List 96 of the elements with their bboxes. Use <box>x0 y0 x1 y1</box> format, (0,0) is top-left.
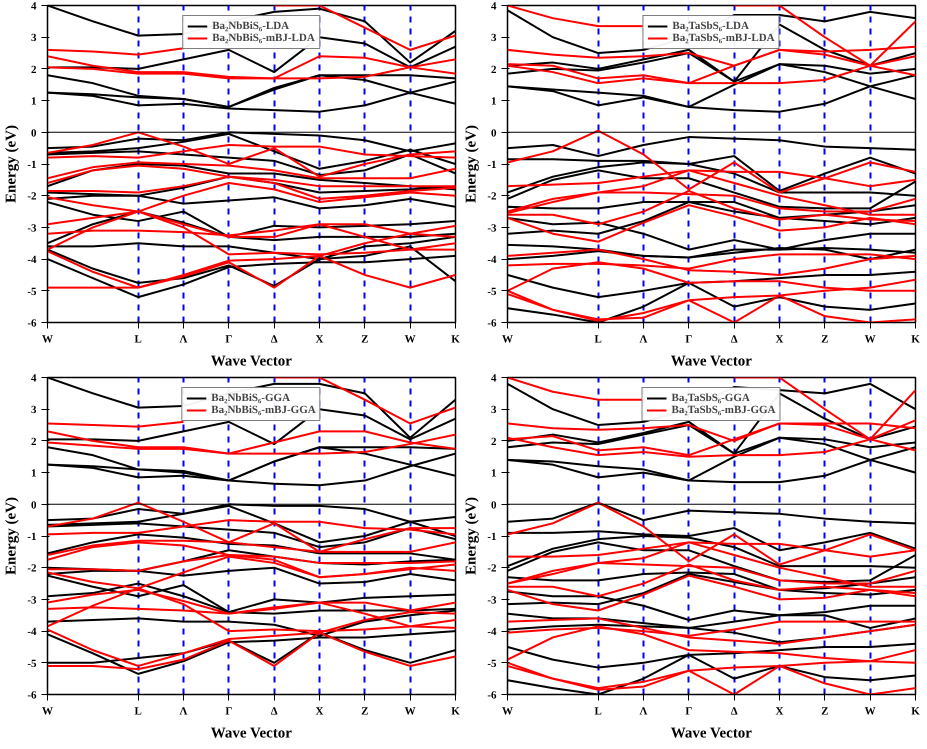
x-tick-label: W <box>502 334 513 346</box>
y-tick-label: -6 <box>27 318 37 330</box>
y-axis-title: Energy (eV) <box>463 497 480 575</box>
y-tick-label: 4 <box>491 372 497 384</box>
x-tick-label: Δ <box>730 334 738 346</box>
y-axis-title: Energy (eV) <box>3 125 20 203</box>
y-tick-label: 4 <box>31 372 37 384</box>
y-tick-label: -3 <box>487 222 497 234</box>
y-tick-label: -6 <box>487 318 497 330</box>
y-tick-label: -2 <box>27 190 37 203</box>
x-tick-label: L <box>134 334 142 346</box>
y-tick-label: -5 <box>487 286 497 298</box>
y-tick-label: 0 <box>491 127 497 140</box>
y-tick-label: -6 <box>27 690 37 702</box>
y-tick-label: -1 <box>27 531 37 543</box>
x-tick-label: W <box>864 706 876 718</box>
legend-label: Ba₂TaSbS₆-mBJ-GGA <box>672 404 776 416</box>
y-tick-label: -5 <box>27 658 37 670</box>
x-tick-label: X <box>316 334 324 346</box>
x-tick-label: W <box>42 706 53 718</box>
y-axis-title: Energy (eV) <box>3 497 20 575</box>
legend-label: Ba₂TaSbS₆-mBJ-LDA <box>672 32 775 44</box>
x-tick-label: K <box>451 334 460 346</box>
y-tick-label: -3 <box>27 594 37 606</box>
x-tick-label: K <box>451 706 460 718</box>
x-tick-label: X <box>776 334 784 346</box>
legend-label: Ba₂NbBiS₆-mBJ-LDA <box>212 32 315 44</box>
x-tick-label: W <box>502 706 513 718</box>
y-tick-label: -5 <box>487 658 497 670</box>
x-tick-label: Z <box>821 706 829 718</box>
x-tick-label: L <box>594 334 602 346</box>
x-axis-title: Wave Vector <box>670 354 752 370</box>
legend-label: Ba₂NbBiS₆-GGA <box>211 392 290 404</box>
x-tick-label: Γ <box>225 334 232 346</box>
y-tick-label: -3 <box>27 222 37 234</box>
x-tick-label: Λ <box>180 334 188 346</box>
x-tick-label: Λ <box>640 706 648 718</box>
x-tick-label: Δ <box>270 706 278 718</box>
y-tick-label: -6 <box>487 690 497 702</box>
y-tick-label: -1 <box>27 159 37 171</box>
x-tick-label: W <box>404 706 416 718</box>
y-tick-label: 4 <box>491 0 497 12</box>
x-tick-label: Γ <box>685 334 692 346</box>
y-tick-label: 3 <box>491 32 497 44</box>
x-axis-title: Wave Vector <box>210 726 292 742</box>
y-tick-label: 2 <box>31 64 37 76</box>
x-tick-label: W <box>404 334 416 346</box>
legend-label: Ba₂NbBiS₆-LDA <box>212 20 290 32</box>
x-tick-label: K <box>911 334 920 346</box>
y-tick-label: 0 <box>31 127 37 140</box>
y-tick-label: 4 <box>31 0 37 12</box>
y-tick-label: 3 <box>491 404 497 416</box>
y-tick-label: -4 <box>27 254 37 266</box>
x-axis-title: Wave Vector <box>670 726 752 742</box>
x-axis-title: Wave Vector <box>210 354 292 370</box>
x-tick-label: Λ <box>640 334 648 346</box>
x-tick-label: Γ <box>225 706 232 718</box>
y-tick-label: -3 <box>487 594 497 606</box>
y-tick-label: -1 <box>487 531 497 543</box>
y-tick-label: -2 <box>487 562 497 575</box>
y-tick-label: -1 <box>487 159 497 171</box>
legend-label: Ba₂NbBiS₆-mBJ-GGA <box>211 404 316 416</box>
x-tick-label: L <box>594 706 602 718</box>
y-tick-label: 1 <box>491 468 496 480</box>
y-axis-title: Energy (eV) <box>463 125 480 203</box>
x-tick-label: W <box>864 334 876 346</box>
x-tick-label: Z <box>821 334 829 346</box>
x-tick-label: Δ <box>270 334 278 346</box>
y-tick-label: 1 <box>31 96 36 108</box>
y-tick-label: 1 <box>31 468 36 480</box>
y-tick-label: -2 <box>27 562 37 575</box>
legend-label: Ba₂TaSbS₆-LDA <box>672 20 749 32</box>
y-tick-label: 3 <box>31 404 37 416</box>
y-tick-label: 2 <box>491 436 497 448</box>
x-tick-label: W <box>42 334 53 346</box>
legend-label: Ba₂TaSbS₆-GGA <box>672 392 750 404</box>
x-tick-label: Δ <box>730 706 738 718</box>
x-tick-label: Z <box>361 334 369 346</box>
x-tick-label: K <box>911 706 920 718</box>
x-tick-label: X <box>316 706 324 718</box>
x-tick-label: L <box>134 706 142 718</box>
y-tick-label: 1 <box>491 96 496 108</box>
y-tick-label: -2 <box>487 190 497 203</box>
x-tick-label: Γ <box>685 706 692 718</box>
x-tick-label: Λ <box>180 706 188 718</box>
y-tick-label: -4 <box>487 254 497 266</box>
y-tick-label: 3 <box>31 32 37 44</box>
y-tick-label: -5 <box>27 286 37 298</box>
y-tick-label: 0 <box>491 499 497 512</box>
x-tick-label: Z <box>361 706 369 718</box>
y-tick-label: 2 <box>31 436 37 448</box>
y-tick-label: -4 <box>27 626 37 638</box>
x-tick-label: X <box>776 706 784 718</box>
y-tick-label: -4 <box>487 626 497 638</box>
y-tick-label: 2 <box>491 64 497 76</box>
y-tick-label: 0 <box>31 499 37 512</box>
